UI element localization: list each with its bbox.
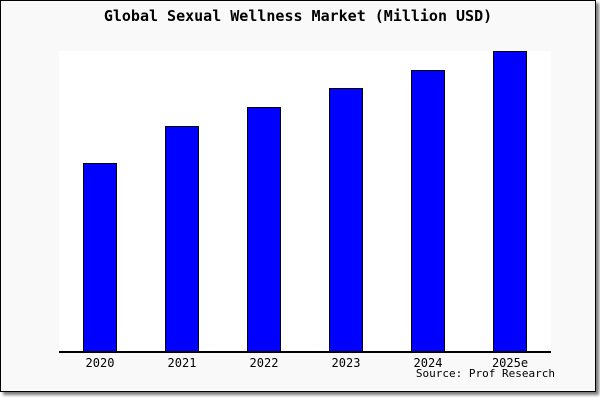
chart-title: Global Sexual Wellness Market (Million U… (103, 7, 493, 25)
bar-2025e (493, 51, 527, 351)
x-tick-label-2020: 2020 (85, 356, 115, 370)
x-tick-label-2022: 2022 (249, 356, 279, 370)
x-axis-labels: 2020 2021 2022 2023 2024 2025e (59, 356, 551, 370)
bar-2024 (411, 70, 445, 351)
bars-container (59, 51, 551, 351)
chart-frame: Global Sexual Wellness Market (Million U… (0, 0, 596, 392)
x-tick-label-2021: 2021 (167, 356, 197, 370)
source-label: Source: Prof Research (415, 367, 555, 380)
bar-2022 (247, 107, 281, 351)
plot-area (59, 51, 551, 353)
x-tick-label-2025e: 2025e (491, 356, 529, 370)
bar-2021 (165, 126, 199, 351)
x-tick-label-2024: 2024 (413, 356, 443, 370)
bar-2023 (329, 88, 363, 351)
bar-2020 (83, 163, 117, 351)
x-tick-label-2023: 2023 (331, 356, 361, 370)
